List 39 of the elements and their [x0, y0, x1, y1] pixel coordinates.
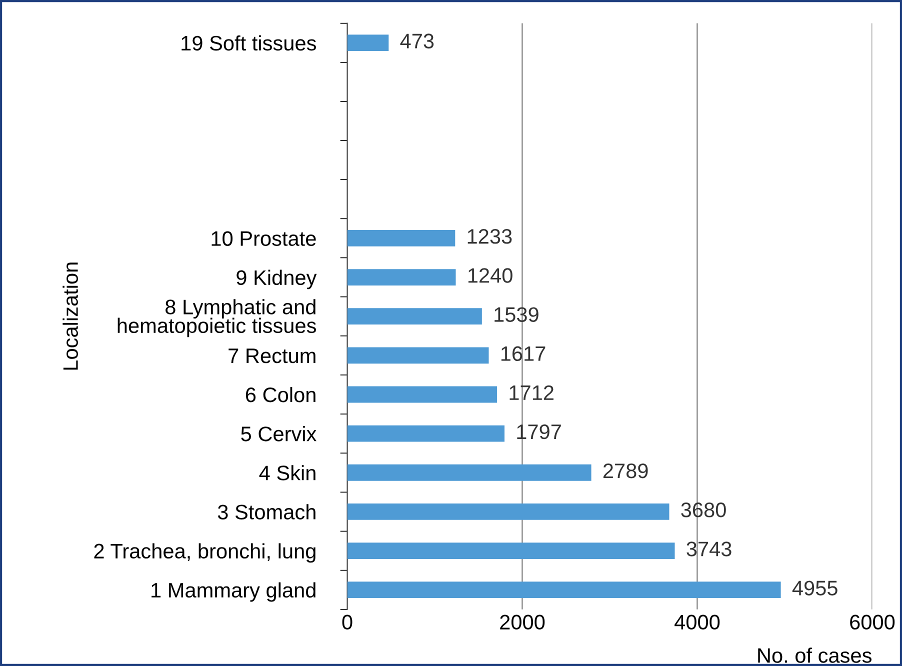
- y-tick-label: 2 Trachea, bronchi, lung: [94, 543, 316, 563]
- data-label: 473: [400, 34, 434, 48]
- y-tick-label: 7 Rectum: [228, 348, 316, 364]
- y-tick-label: 19 Soft tissues: [182, 35, 316, 51]
- y-tick-label: 1 Mammary gland: [152, 582, 316, 602]
- bar: [347, 230, 456, 246]
- data-label: 4955: [792, 580, 838, 596]
- bar: [347, 386, 498, 403]
- data-label: 1539: [494, 307, 538, 322]
- y-tick-label: 9 Kidney: [236, 270, 317, 290]
- data-label: 2789: [603, 463, 648, 478]
- bar: [347, 425, 504, 442]
- data-label: 1233: [468, 229, 512, 244]
- data-label: 1712: [510, 385, 554, 400]
- y-tick-label: 6 Colon: [246, 386, 316, 402]
- data-label: 1240: [468, 268, 512, 283]
- x-tick-label: 6000: [850, 614, 895, 630]
- bar: [347, 542, 675, 559]
- bar: [347, 308, 482, 325]
- data-label: 3743: [686, 542, 732, 556]
- bar: [347, 464, 592, 481]
- y-axis-title: Localization: [62, 262, 78, 370]
- y-tick-label: 4 Skin: [259, 465, 316, 480]
- y-tick-label: 5 Cervix: [241, 426, 316, 442]
- x-tick-label: 0: [342, 614, 352, 630]
- y-tick-label: 10 Prostate: [212, 231, 316, 246]
- y-tick-label: 3 Stomach: [218, 504, 316, 520]
- x-tick-label: 4000: [674, 614, 720, 630]
- bar: [347, 34, 389, 52]
- data-label: 1797: [517, 424, 561, 440]
- data-label: 1617: [501, 346, 546, 362]
- data-label: 3680: [681, 502, 726, 518]
- bar: [347, 582, 781, 598]
- x-tick-label: 2000: [500, 614, 545, 630]
- y-tick-label: 8 Lymphatic and hematopoietic tissues: [118, 299, 316, 338]
- bar: [347, 347, 489, 364]
- bar: [347, 269, 456, 286]
- bar: [347, 504, 670, 520]
- x-axis-title: No. of cases: [758, 648, 872, 663]
